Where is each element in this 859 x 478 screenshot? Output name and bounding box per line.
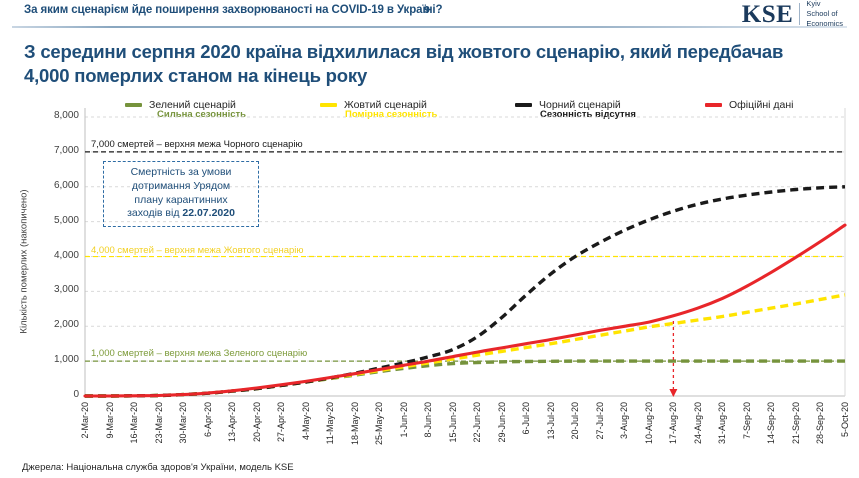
kse-logo-line-3: Economics: [806, 18, 843, 28]
marker-arrow-head: [669, 389, 678, 397]
callout-line-3: плану карантинних: [134, 193, 228, 206]
legend-swatch-icon: [705, 102, 722, 107]
legend-label: Зелений сценарій: [149, 98, 236, 111]
header-question-title: За яким сценарієм йде поширення захворюв…: [24, 4, 443, 16]
x-tick-label: 6-Apr-20: [202, 402, 213, 438]
kse-logo-line-1: Kyiv: [806, 0, 821, 9]
legend-label: Офіційні дані: [729, 98, 794, 111]
slide-number: 9: [424, 4, 430, 16]
kse-logo-mark: KSE: [741, 0, 794, 28]
callout-box: Смертність за умови дотримання Урядом пл…: [103, 160, 259, 228]
series-line-Зелений сценарій: [85, 359, 845, 398]
x-tick-label: 8-Jun-20: [423, 402, 434, 438]
y-tick-label: 6,000: [53, 179, 79, 191]
header-divider: [12, 26, 847, 28]
x-tick-label: 22-Jun-20: [472, 402, 483, 443]
x-tick-label: 14-Sep-20: [766, 402, 777, 445]
y-tick-label: 5,000: [53, 214, 79, 226]
x-tick-label: 2-Mar-20: [80, 402, 90, 439]
x-tick-label: 21-Sep-20: [790, 402, 801, 445]
slide-header: За яким сценарієм йде поширення захворюв…: [0, 0, 859, 30]
x-tick-label: 25-May-20: [374, 402, 385, 446]
legend-sublabel: Помірна сезонність: [345, 109, 438, 120]
x-tick-label: 20-Jul-20: [570, 402, 581, 440]
y-tick-label: 1,000: [53, 354, 79, 366]
callout-line-1: Смертність за умови: [130, 165, 232, 178]
x-tick-label: 18-May-20: [349, 402, 360, 446]
x-tick-label: 9-Mar-20: [104, 402, 115, 439]
legend-item-1[interactable]: Зелений сценарій: [125, 96, 236, 114]
annotation-black-limit: 7,000 смертей – верхня межа Чорного сцен…: [89, 138, 305, 150]
legend-swatch-icon: [125, 102, 142, 107]
legend-swatch-icon: [515, 102, 532, 107]
x-tick-label: 6-Jul-20: [521, 402, 532, 435]
y-tick-label: 3,000: [53, 284, 79, 296]
y-tick-label: 4,000: [53, 249, 79, 261]
callout-line-2: дотримання Урядом: [131, 179, 231, 192]
annotation-yellow-limit: 4,000 смертей – верхня межа Жовтого сцен…: [89, 244, 306, 256]
x-tick-label: 24-Aug-20: [692, 402, 703, 445]
legend-label: Чорний сценарій: [539, 98, 621, 111]
x-tick-label: 11-May-20: [325, 402, 336, 445]
chart-area: Кількість померлих (накопичено) 0 1,000 2,…: [0, 108, 859, 458]
x-tick-label: 27-Apr-20: [276, 402, 287, 443]
legend-item-3[interactable]: Чорний сценарій: [515, 96, 621, 114]
kse-logo-line-2: School of: [806, 9, 838, 19]
kse-logo: KSE Kyiv School of Economics: [741, 0, 843, 29]
y-tick-label: 7,000: [53, 144, 79, 156]
y-tick-label: 8,000: [53, 110, 79, 121]
x-tick-label: 1-Jun-20: [398, 402, 409, 438]
x-tick-label: 28-Sep-20: [815, 402, 826, 445]
x-tick-label: 10-Aug-20: [643, 402, 654, 445]
callout-line-4-prefix: заходів від: [127, 207, 183, 220]
legend-item-2[interactable]: Жовтий сценарій: [320, 96, 427, 114]
legend-sublabel: Сильна сезонність: [157, 109, 246, 120]
x-tick-label: 7-Sep-20: [741, 402, 752, 440]
x-tick-label: 23-Mar-20: [153, 402, 164, 444]
callout-date: 22.07.2020: [182, 207, 235, 220]
x-tick-label: 3-Aug-20: [619, 402, 630, 440]
y-tick-label: 2,000: [53, 319, 79, 331]
slide-title: З середини серпня 2020 країна відхилилас…: [24, 41, 784, 86]
legend-sublabel: Сезонність відсутня: [540, 109, 636, 120]
legend-label: Жовтий сценарій: [344, 98, 427, 111]
callout-line-4: заходів від 22.07.2020: [111, 207, 251, 221]
x-tick-label: 15-Jun-20: [447, 402, 458, 443]
annotation-green-limit: 1,000 смертей – верхня межа Зеленого сце…: [89, 348, 310, 360]
x-tick-label: 13-Jul-20: [545, 402, 556, 440]
x-tick-label: 20-Apr-20: [251, 402, 262, 443]
x-tick-label: 17-Aug-20: [668, 402, 679, 445]
chart-legend: Зелений сценарій Сильна сезонність Жовтий …: [85, 96, 845, 122]
x-tick-label: 16-Mar-20: [129, 402, 140, 444]
x-tick-label: 5-Oct-20: [840, 402, 850, 438]
x-tick-label: 29-Jun-20: [496, 402, 507, 443]
x-tick-label: 13-Apr-20: [227, 402, 238, 443]
x-tick-label: 4-May-20: [300, 402, 311, 441]
x-tick-label: 30-Mar-20: [178, 402, 189, 444]
x-tick-label: 27-Jul-20: [594, 402, 605, 440]
legend-item-4[interactable]: Офіційні дані: [705, 96, 794, 114]
kse-logo-text: Kyiv School of Economics: [806, 0, 843, 29]
kse-logo-divider: [799, 3, 801, 25]
y-tick-label: 0: [73, 389, 79, 400]
y-axis-title: Кількість померлих (накопичено): [18, 189, 30, 334]
x-tick-label: 31-Aug-20: [717, 402, 728, 445]
series-line-Офіційні дані: [83, 223, 847, 398]
legend-swatch-icon: [320, 102, 337, 107]
chart-plot: [83, 108, 847, 398]
source-note: Джерела: Національна служба здоров'я Укр…: [22, 462, 294, 473]
